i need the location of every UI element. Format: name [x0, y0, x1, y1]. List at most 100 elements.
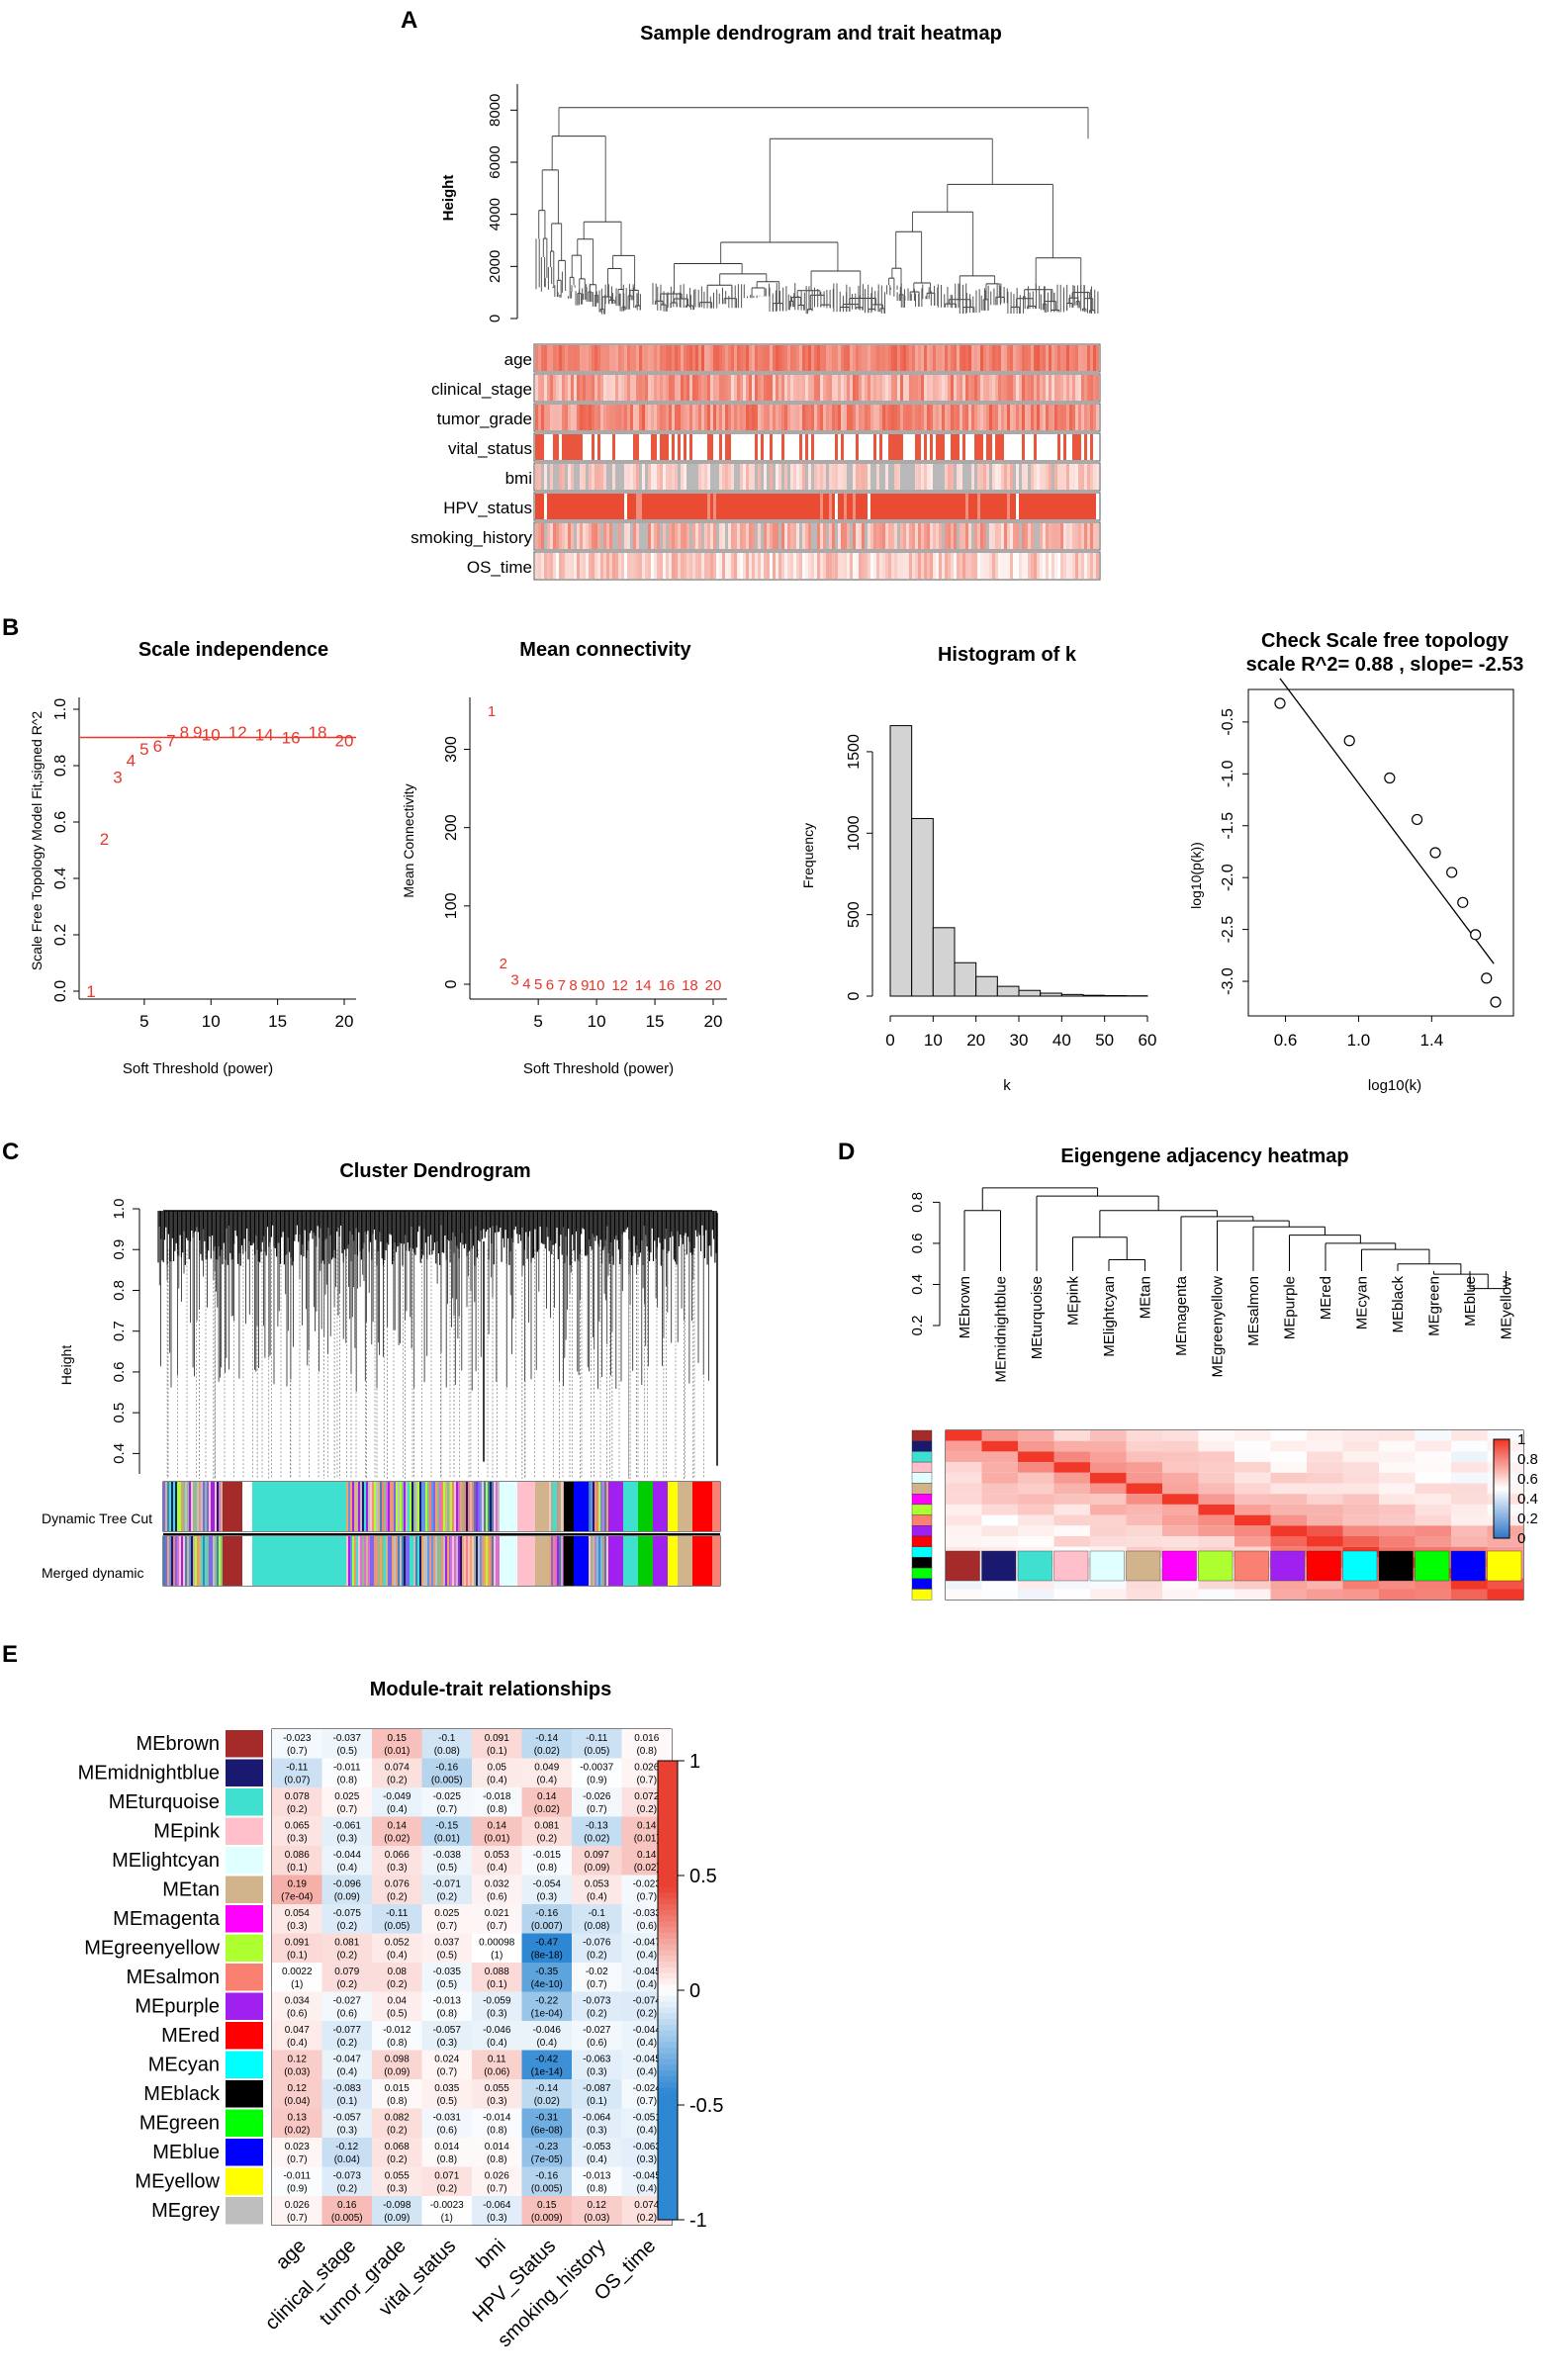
trait-cell: [980, 434, 983, 460]
trait-cell: [689, 345, 692, 371]
trait-cell: [945, 523, 948, 549]
trait-cell: [989, 553, 992, 579]
e-module-color: [226, 1992, 263, 2020]
e-trait-label-bmi: bmi: [472, 2235, 509, 2272]
e-cell-corr: -0.033: [633, 1908, 662, 1919]
d-heat-cell: [1126, 1451, 1162, 1463]
e-legend-swatch: [658, 2048, 678, 2055]
trait-cell: [737, 523, 740, 549]
e-cell-pvalue: (0.03): [284, 2067, 310, 2078]
c-colorbar-cell: [593, 1482, 594, 1531]
trait-cell: [562, 494, 565, 519]
trait-cell: [945, 494, 948, 519]
trait-cell: [1066, 345, 1069, 371]
d-heat-cell: [1234, 1536, 1271, 1547]
trait-cell: [891, 434, 894, 460]
d-heat-cell: [1415, 1589, 1451, 1601]
module-trait-heatmap: -0.023(0.7)-0.037(0.5)0.15(0.01)-0.1(0.0…: [78, 1728, 673, 2351]
trait-cell: [989, 345, 992, 371]
d-legend-swatch: [1494, 1465, 1509, 1468]
trait-cell: [577, 405, 580, 430]
trait-cell: [770, 523, 773, 549]
trait-cell: [615, 375, 618, 401]
c-colorbar-cell: [404, 1482, 406, 1531]
c-colorbar-cell: [608, 1482, 623, 1531]
trait-cell: [710, 464, 713, 490]
e-cell-corr: -0.045: [633, 1967, 662, 1977]
c-colorbar-cell: [425, 1482, 427, 1531]
trait-cell: [701, 553, 704, 579]
trait-cell: [936, 553, 939, 579]
trait-cell: [621, 405, 624, 430]
trait-cell: [1081, 553, 1084, 579]
trait-cell: [1013, 553, 1016, 579]
trait-cell: [1040, 553, 1043, 579]
c-colorbar-cell: [408, 1482, 410, 1531]
trait-cell: [651, 405, 654, 430]
e-cell: [572, 1933, 622, 1963]
c-ytick-label: 0.9: [111, 1239, 128, 1260]
e-cell-pvalue: (0.4): [336, 1863, 357, 1874]
e-cell-corr: -0.037: [333, 1733, 362, 1744]
trait-cell: [951, 553, 954, 579]
trait-cell: [609, 375, 612, 401]
e-legend-swatch: [658, 1823, 678, 1831]
trait-cell: [778, 523, 781, 549]
c-colorbar-cell: [447, 1536, 449, 1586]
d-legend-swatch: [1494, 1509, 1509, 1511]
trait-cell: [805, 345, 808, 371]
trait-cell: [692, 405, 695, 430]
trait-cell: [1028, 464, 1031, 490]
b3-ytick-label: 1500: [846, 734, 863, 770]
trait-cell: [577, 494, 580, 519]
e-module-color: [226, 2080, 263, 2108]
trait-cell: [589, 523, 592, 549]
c-colorbar-cell: [169, 1482, 171, 1531]
d-heat-cell: [1270, 1462, 1307, 1473]
trait-cell: [684, 405, 686, 430]
trait-cell: [684, 553, 686, 579]
d-heat-cell: [1162, 1472, 1199, 1484]
trait-cell: [838, 464, 841, 490]
b1-xlabel: Soft Threshold (power): [123, 1060, 273, 1077]
panel-c-yticks: 0.40.50.60.70.80.91.0: [111, 1199, 139, 1464]
trait-cell: [618, 434, 621, 460]
e-legend-swatch: [658, 1829, 678, 1836]
d-heat-cell: [1307, 1494, 1343, 1505]
e-cell-corr: 0.14: [537, 1791, 557, 1802]
e-cell-corr: 0.091: [485, 1733, 509, 1744]
trait-cell: [1063, 523, 1066, 549]
e-legend-swatch: [658, 2070, 678, 2077]
trait-cell: [1025, 523, 1028, 549]
b2-ytick-label: 200: [443, 814, 460, 841]
trait-cell: [808, 464, 811, 490]
trait-cell: [678, 434, 681, 460]
d-heat-cell: [1018, 1462, 1054, 1473]
e-cell-pvalue: (0.3): [387, 1863, 408, 1874]
e-cell-corr: 0.074: [634, 2200, 659, 2211]
trait-cell: [571, 375, 574, 401]
e-cell-pvalue: (0.06): [484, 2067, 509, 2078]
d-heat-cell: [1018, 1504, 1054, 1515]
trait-cell: [817, 464, 820, 490]
e-cell: [272, 1758, 322, 1787]
trait-cell: [657, 523, 660, 549]
trait-cell: [713, 494, 716, 519]
c-colorbar-cell: [413, 1536, 415, 1586]
trait-cell: [1049, 375, 1051, 401]
e-cell-pvalue: (0.6): [287, 2009, 308, 2020]
c-ytick-label: 0.4: [111, 1443, 128, 1464]
c-colorbar-cell: [221, 1482, 223, 1531]
trait-cell: [989, 375, 992, 401]
trait-cell: [1078, 494, 1081, 519]
trait-cell: [1054, 345, 1057, 371]
d-label-MEblack: MEblack: [1390, 1276, 1407, 1333]
trait-cell: [692, 345, 695, 371]
trait-cell: [606, 494, 609, 519]
c-colorbar-cell: [429, 1482, 431, 1531]
trait-cell: [918, 553, 921, 579]
c-colorbar-cell: [480, 1536, 482, 1586]
trait-cell: [704, 523, 707, 549]
trait-cell: [568, 553, 571, 579]
trait-cell: [808, 345, 811, 371]
